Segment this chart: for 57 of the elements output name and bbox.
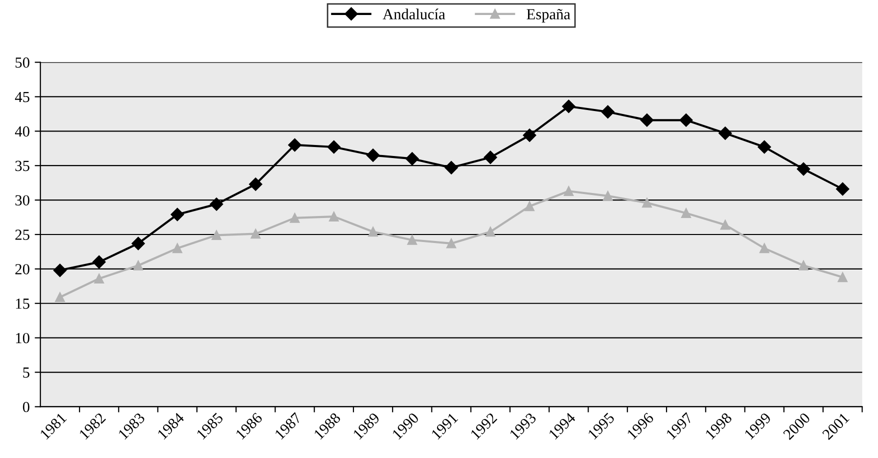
point: [522, 128, 536, 142]
point: [92, 255, 106, 269]
y-tick-label: 25: [15, 230, 30, 240]
y-tick-label: 0: [22, 402, 30, 412]
point: [838, 272, 848, 282]
x-tick-label: 1991: [430, 412, 458, 440]
point: [562, 100, 576, 113]
point: [327, 140, 340, 154]
point: [55, 292, 65, 302]
y-tick-label: 5: [23, 368, 30, 378]
point: [407, 235, 418, 245]
point: [172, 243, 182, 254]
point: [524, 201, 534, 212]
y-tick-label: 50: [16, 57, 30, 68]
point: [601, 105, 614, 118]
point: [564, 186, 574, 196]
y-tick-label: 15: [16, 298, 30, 309]
legend-label: Andalucía: [382, 8, 446, 20]
point: [642, 198, 652, 208]
point: [290, 213, 300, 223]
point: [798, 260, 808, 270]
point: [368, 226, 378, 237]
point: [486, 226, 496, 237]
point: [718, 126, 732, 140]
point: [250, 228, 260, 239]
y-tick-label: 35: [15, 160, 30, 172]
point: [720, 220, 730, 230]
point: [836, 182, 850, 196]
point: [640, 114, 654, 127]
legend-label: España: [526, 8, 570, 23]
point: [210, 198, 224, 211]
x-tick-label: 1981: [40, 412, 67, 440]
point: [796, 162, 810, 176]
point: [170, 208, 184, 222]
point: [212, 230, 222, 240]
point: [602, 191, 613, 201]
y-tick-label: 10: [16, 332, 30, 344]
y-tick-label: 30: [15, 195, 30, 206]
point: [760, 243, 770, 254]
y-tick-label: 20: [15, 264, 30, 274]
point: [484, 150, 498, 164]
point: [366, 148, 380, 162]
point: [680, 114, 693, 127]
point: [53, 264, 67, 277]
point: [329, 212, 339, 222]
point: [446, 238, 456, 248]
y-tick-label: 45: [14, 92, 30, 102]
point: [406, 152, 419, 166]
point: [132, 236, 145, 250]
point: [249, 178, 262, 191]
point: [444, 161, 458, 174]
point: [758, 140, 771, 154]
point: [288, 138, 302, 152]
y-tick-label: 40: [14, 126, 30, 137]
point: [133, 260, 144, 270]
point: [94, 274, 104, 284]
point: [681, 208, 691, 218]
